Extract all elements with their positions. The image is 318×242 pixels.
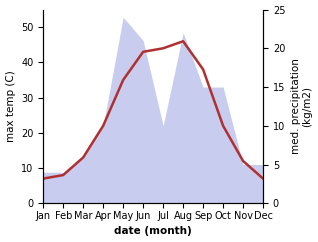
X-axis label: date (month): date (month)	[114, 227, 192, 236]
Y-axis label: med. precipitation
(kg/m2): med. precipitation (kg/m2)	[291, 59, 313, 154]
Y-axis label: max temp (C): max temp (C)	[5, 70, 16, 142]
